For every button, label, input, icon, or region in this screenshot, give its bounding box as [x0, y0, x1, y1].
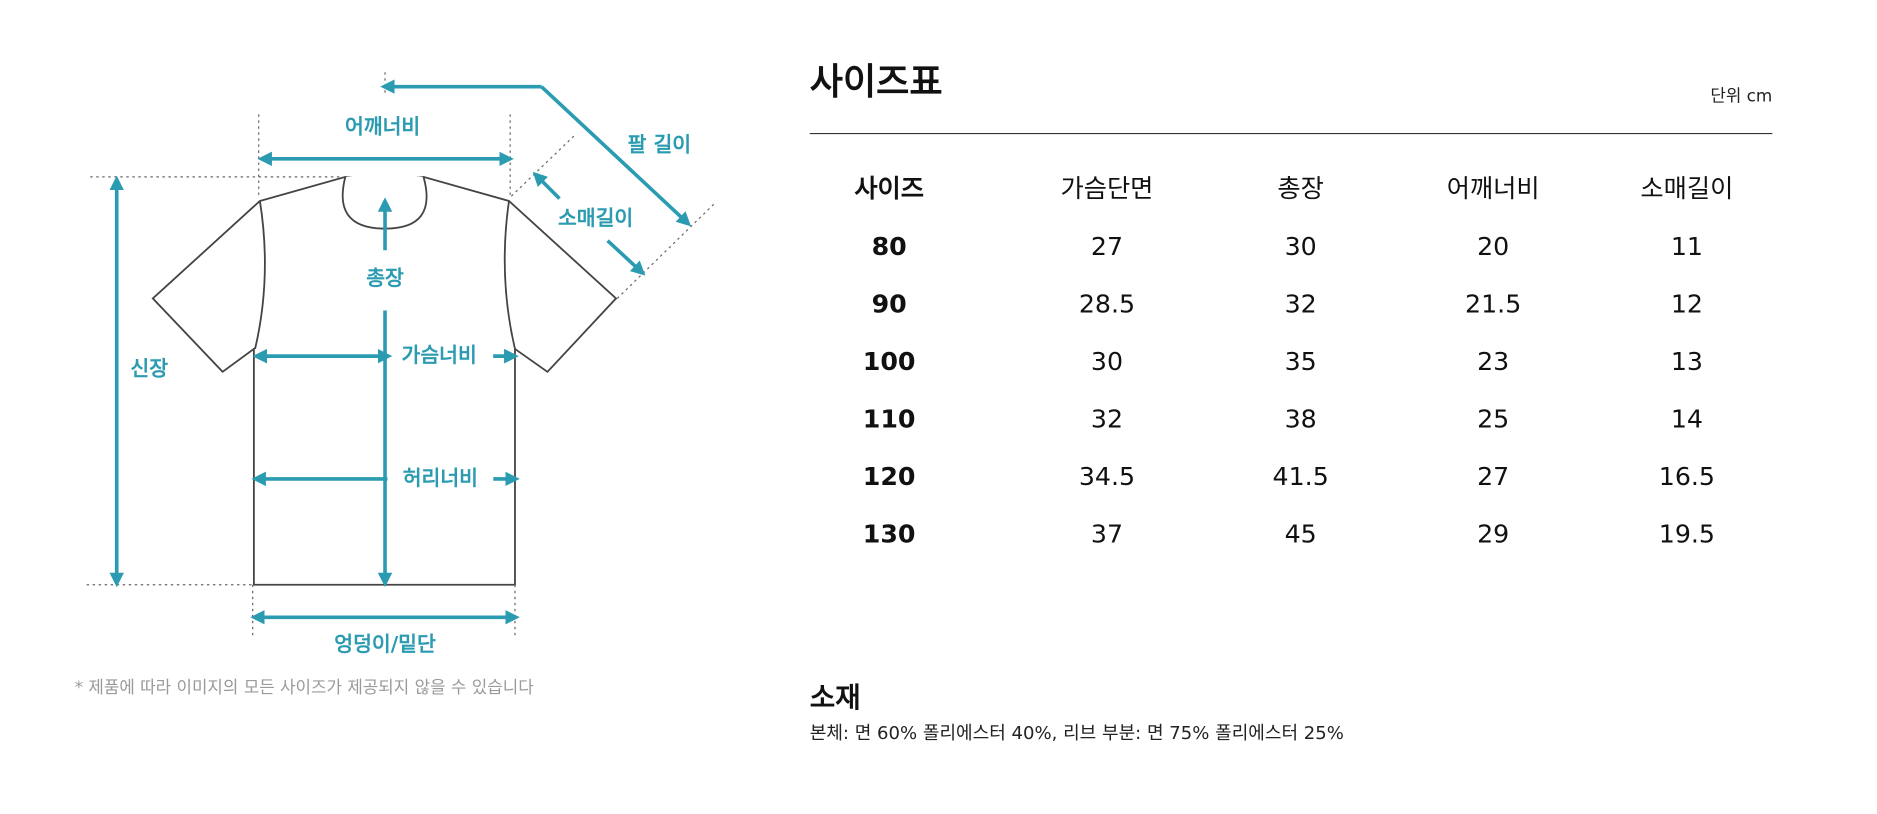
table-cell: 41.5	[1273, 462, 1329, 491]
table-title: 사이즈표	[810, 61, 943, 103]
label-chest: 가슴너비	[402, 343, 477, 367]
table-header: 가슴단면	[1060, 174, 1153, 203]
table-cell: 29	[1477, 519, 1509, 548]
table-cell: 30	[1285, 232, 1317, 261]
table-cell: 45	[1285, 519, 1317, 548]
table-cell: 30	[1091, 347, 1123, 376]
table-cell: 90	[872, 289, 907, 318]
table-cell: 11	[1671, 232, 1703, 261]
shirt-diagram: 어깨너비 팔 길이 소매길이 총장 신장 가슴너비 허리너비 엉덩이/밑단 * …	[75, 72, 717, 697]
table-cell: 34.5	[1079, 462, 1135, 491]
table-cell: 130	[863, 519, 916, 548]
table-cell: 120	[863, 462, 916, 491]
table-header: 어깨너비	[1447, 174, 1540, 203]
label-total: 총장	[366, 266, 404, 290]
note: * 제품에 따라 이미지의 모든 사이즈가 제공되지 않을 수 있습니다	[75, 677, 535, 697]
table-cell: 21.5	[1465, 289, 1521, 318]
label-arm: 팔 길이	[628, 133, 692, 157]
table-cell: 23	[1477, 347, 1509, 376]
table-cell: 27	[1477, 462, 1509, 491]
table-cell: 25	[1477, 404, 1509, 433]
table-cell: 38	[1285, 404, 1317, 433]
table-cell: 16.5	[1659, 462, 1715, 491]
material-text: 본체: 면 60% 폴리에스터 40%, 리브 부분: 면 75% 폴리에스터 …	[810, 723, 1344, 744]
label-sleeve: 소매길이	[558, 206, 633, 230]
table-header: 총장	[1277, 174, 1323, 203]
size-table: 사이즈표 단위 cm 사이즈 가슴단면 총장 어깨너비 소매길이 80 27 30 20 11 90…	[809, 61, 1772, 548]
table-cell: 80	[872, 232, 907, 261]
table-cell: 100	[863, 347, 916, 376]
material-title: 소재	[810, 681, 861, 714]
label-shoulder: 어깨너비	[345, 115, 420, 139]
table-cell: 14	[1671, 404, 1703, 433]
table-cell: 12	[1671, 289, 1703, 318]
table-cell: 27	[1091, 232, 1123, 261]
table-cell: 20	[1477, 232, 1509, 261]
table-header: 사이즈	[854, 174, 924, 203]
table-cell: 13	[1671, 347, 1703, 376]
table-cell: 32	[1091, 404, 1123, 433]
table-cell: 32	[1285, 289, 1317, 318]
label-hem: 엉덩이/밑단	[334, 632, 436, 656]
label-waist: 허리너비	[403, 466, 478, 490]
label-height: 신장	[130, 356, 168, 380]
table-cell: 110	[863, 404, 916, 433]
table-cell: 28.5	[1079, 289, 1135, 318]
table-header: 소매길이	[1640, 174, 1733, 203]
table-cell: 19.5	[1659, 519, 1715, 548]
unit: 단위 cm	[1710, 85, 1772, 105]
table-cell: 35	[1285, 347, 1317, 376]
table-cell: 37	[1091, 519, 1123, 548]
